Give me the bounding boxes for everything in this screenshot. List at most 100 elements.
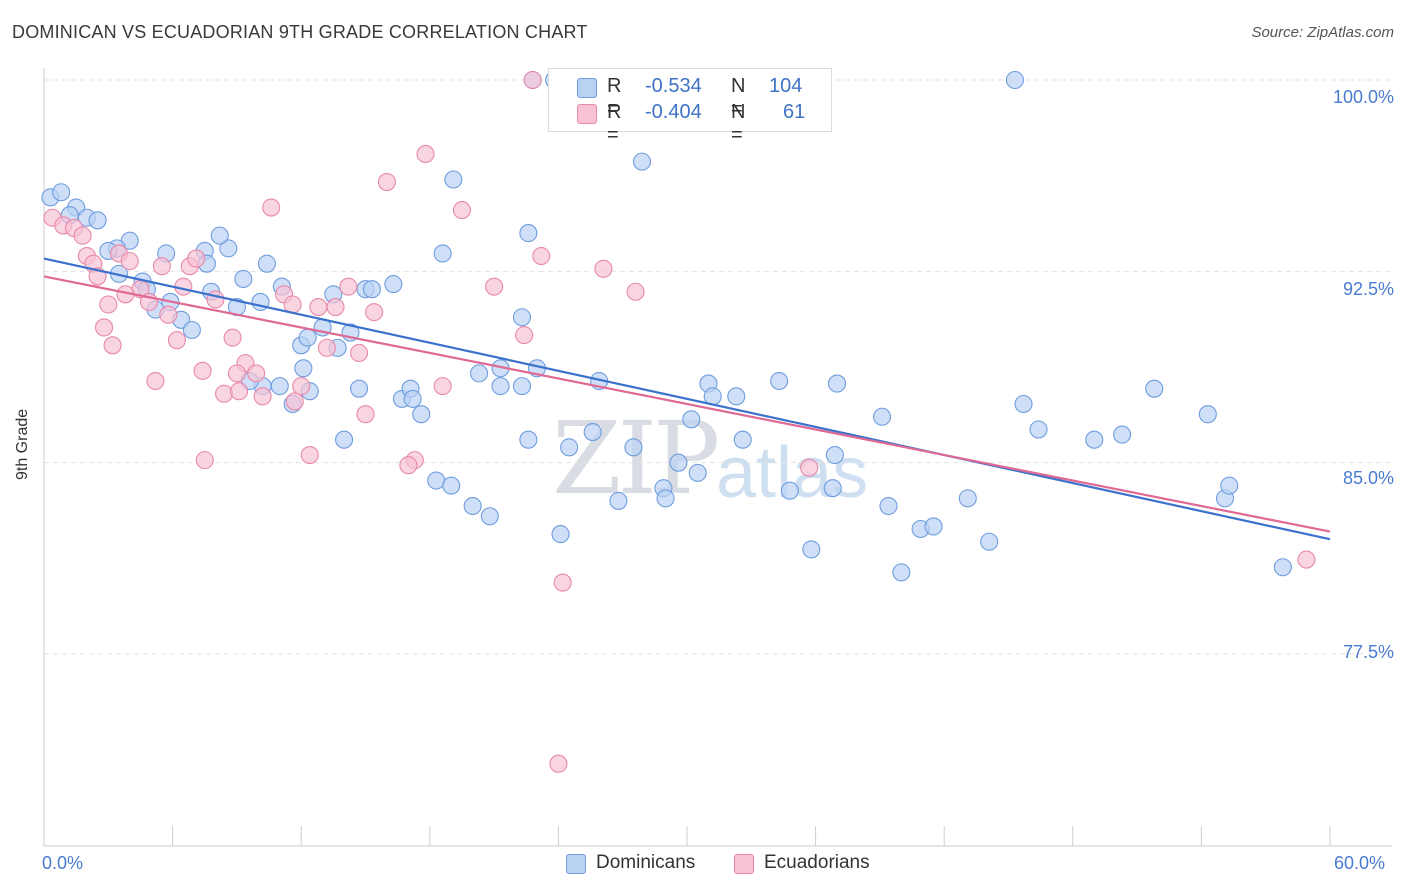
- dominicans-point: [519, 224, 538, 243]
- ecuadorians-point: [416, 144, 435, 164]
- dominicans-point: [624, 438, 643, 457]
- ecuadorians-point: [285, 392, 304, 411]
- dominicans-point: [980, 532, 999, 551]
- legend-n-label: N =: [731, 75, 746, 120]
- dominicans-point: [433, 244, 452, 263]
- dominicans-point: [350, 379, 369, 398]
- y-tick-label-92-5: 92.5%: [1342, 279, 1394, 299]
- dominicans-point: [669, 453, 688, 472]
- ecuadorians-point: [800, 458, 819, 477]
- dominicans-point: [270, 377, 289, 396]
- dominicans-point: [335, 430, 354, 449]
- dominicans-point: [88, 211, 107, 230]
- ecuadorians-point: [99, 295, 118, 314]
- dominicans-point: [210, 226, 229, 245]
- dominicans-point: [682, 410, 701, 429]
- dominicans-point: [384, 275, 403, 294]
- dominicans-point: [1198, 405, 1217, 424]
- ecuadorians-point: [377, 172, 396, 192]
- dominicans-point: [480, 507, 499, 526]
- dominicans-point: [1113, 425, 1132, 444]
- y-tick-label-77-5: 77.5%: [1342, 642, 1394, 662]
- dominicans-point: [551, 525, 570, 544]
- dominicans-point: [609, 491, 628, 510]
- dominicans-point: [1029, 420, 1048, 439]
- ecuadorians-point: [452, 201, 472, 220]
- ecuadorians-point: [553, 573, 572, 592]
- x-tick-label-max: 60.0%: [1334, 853, 1386, 873]
- ecuadorians-point: [532, 246, 551, 266]
- x-tick-label-min: 0.0%: [42, 853, 84, 873]
- source-label: Source: ZipAtlas.com: [1251, 24, 1394, 41]
- dominicans-point: [656, 489, 675, 508]
- ecuadorians-point: [262, 198, 281, 217]
- dominicans-point: [444, 170, 463, 189]
- dominicans-point: [688, 463, 707, 482]
- ecuadorians-point: [227, 364, 246, 383]
- dominicans-point: [442, 476, 461, 495]
- dominicans-point: [823, 479, 842, 498]
- stats-legend: R = -0.534 N = 104 R = -0.404 N = 61: [548, 68, 832, 146]
- dominicans-point: [491, 377, 510, 396]
- ecuadorians-point: [300, 445, 319, 465]
- ecuadorians-point: [365, 303, 384, 322]
- dominicans-point: [1005, 70, 1024, 90]
- dominicans-point: [1014, 394, 1033, 414]
- dominicans-legend-label: Dominicans: [596, 852, 696, 873]
- ecuadorians-point: [187, 249, 206, 268]
- dominicans-legend-swatch: [566, 854, 586, 874]
- ecuadorians-point: [485, 277, 504, 296]
- ecuadorians-point: [594, 259, 613, 278]
- legend-r-label: R =: [607, 75, 622, 120]
- dominicans-point: [463, 496, 482, 516]
- dominicans-point: [298, 328, 317, 347]
- dominicans-point: [412, 405, 431, 424]
- dominicans-point: [362, 280, 381, 299]
- ecuadorians-point: [399, 456, 418, 475]
- ecuadorians-point: [326, 297, 345, 317]
- dominicans-point: [512, 377, 532, 396]
- dominicans-trend-line: [43, 257, 1331, 541]
- dominicans-point: [1085, 430, 1104, 449]
- ecuadorians-point: [1297, 550, 1316, 569]
- ecuadorians-point: [94, 318, 114, 337]
- ecuadorians-point: [214, 384, 234, 403]
- ecuadorians-point: [515, 326, 534, 345]
- dominicans-point: [1220, 476, 1239, 495]
- y-axis-label: 9th Grade: [14, 408, 31, 480]
- ecuadorians-point: [253, 387, 272, 406]
- dominicans-point: [770, 371, 789, 391]
- dominicans-point: [780, 481, 799, 500]
- ecuadorians-point: [339, 277, 358, 296]
- legend-r-value: -0.534: [645, 75, 702, 97]
- ecuadorians-point: [626, 282, 645, 301]
- chart-title: DOMINICAN VS ECUADORIAN 9TH GRADE CORREL…: [12, 22, 588, 42]
- legend-n-label: N =: [731, 101, 746, 146]
- dominicans-point: [519, 430, 538, 449]
- ecuadorians-point: [523, 70, 542, 90]
- dominicans-point: [52, 183, 71, 202]
- ecuadorians-trend-line: [43, 275, 1331, 533]
- dominicans-point: [825, 445, 844, 465]
- ecuadorians-legend-swatch: [734, 854, 754, 874]
- dominicans-point: [879, 496, 898, 516]
- dominicans-point: [727, 387, 746, 406]
- ecuadorians-point: [206, 290, 225, 309]
- ecuadorians-point: [356, 405, 375, 424]
- dominicans-point: [872, 407, 892, 426]
- dominicans-point: [403, 389, 422, 408]
- dominicans-point: [427, 471, 446, 490]
- ecuadorians-point: [73, 226, 92, 245]
- ecuadorians-point: [549, 754, 568, 773]
- dominicans-point: [632, 152, 652, 171]
- dominicans-point: [583, 423, 602, 442]
- ecuadorians-point: [159, 305, 178, 324]
- ecuadorians-point: [309, 297, 328, 317]
- ecuadorians-point: [103, 336, 122, 355]
- dominicans-point: [257, 254, 276, 273]
- dominicans-point: [924, 517, 943, 536]
- dominicans-point: [219, 239, 238, 258]
- dominicans-point: [560, 438, 579, 457]
- ecuadorians-legend-label: Ecuadorians: [764, 852, 870, 873]
